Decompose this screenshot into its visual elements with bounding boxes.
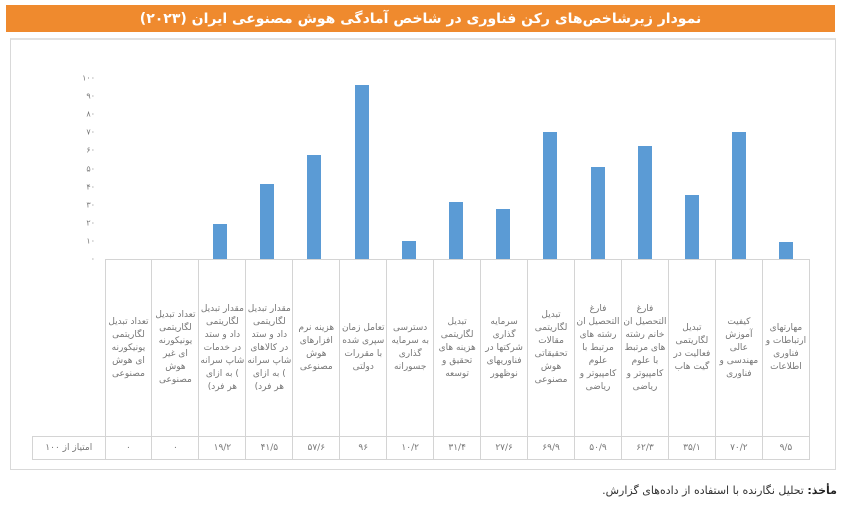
source-text: تحلیل نگارنده با استفاده از داده‌های گزا…	[602, 484, 808, 497]
value-cell: ۳۵/۱	[667, 436, 716, 460]
y-tick-label: ۸۰	[86, 109, 95, 119]
category-label: سرمایه گذاری شرکتها در فناوریهای نوظهور	[480, 259, 529, 437]
empty-corner	[33, 260, 106, 437]
bar	[590, 166, 605, 259]
y-tick-label: ۳۰	[86, 200, 95, 210]
value-cell: ۰	[104, 436, 153, 460]
data-table: تعداد تبدیل لگاریتمی یونیکورنه ای هوش مص…	[32, 259, 811, 460]
value-cell: ۴۱/۵	[245, 436, 294, 460]
value-cell: ۱۰/۲	[386, 436, 435, 460]
category-label: مهارتهای ارتباطات و فناوری اطلاعات	[761, 259, 811, 437]
category-label: مقدار تبدیل لگاریتمی داد و ستد در خدمات …	[198, 259, 247, 437]
category-label: تبدیل لگاریتمی مقالات تحقیقاتی هوش مصنوع…	[527, 259, 576, 437]
chart-frame	[10, 38, 836, 470]
bar	[732, 131, 747, 259]
y-tick-label: ۴۰	[86, 182, 95, 192]
bar	[449, 202, 463, 259]
value-cell: ۵۷/۶	[292, 436, 341, 460]
bar	[354, 85, 369, 259]
value-row: امتیاز از ۱۰۰ ۰ ۰ ۱۹/۲ ۴۱/۵ ۵۷/۶ ۹۶ ۱۰/۲ ۳۱/۴ ۲۷…	[32, 436, 811, 460]
category-row: تعداد تبدیل لگاریتمی یونیکورنه ای هوش مص…	[33, 259, 811, 437]
value-cell: ۶۲/۳	[620, 436, 669, 460]
category-label: تعداد تبدیل لگاریتمی یونیکورنه ای هوش مص…	[104, 259, 153, 437]
y-tick-label: ۶۰	[86, 145, 95, 155]
bar	[779, 241, 794, 259]
y-tick-label: ۲۰	[86, 218, 95, 228]
category-label: مقدار تبدیل لگاریتمی داد و ستد در کالاها…	[245, 259, 294, 437]
source-note: مأخذ: تحلیل نگارنده با استفاده از داده‌ه…	[602, 484, 837, 497]
category-label: تعامل زمان سپری شده با مقررات دولتی	[339, 259, 388, 437]
value-cell: ۹/۵	[761, 436, 811, 460]
y-tick-label: ۹۰	[86, 91, 95, 101]
y-tick-label: ۷۰	[86, 127, 95, 137]
chart-title-bar: نمودار زیرشاخص‌های رکن فناوری در شاخص آم…	[6, 5, 835, 32]
bar	[543, 132, 558, 259]
bar	[637, 146, 652, 259]
y-tick-label: ۰	[90, 254, 95, 264]
y-tick-label: ۱۰	[86, 236, 95, 246]
y-axis: ۱۰۰ ۹۰ ۸۰ ۷۰ ۶۰ ۵۰ ۴۰ ۳۰ ۲۰ ۱۰ ۰	[55, 72, 95, 267]
bar	[260, 183, 275, 259]
value-cell: ۰	[151, 436, 200, 460]
category-label: تعداد تبدیل لگاریتمی یونیکورنه ای غیر هو…	[151, 259, 200, 437]
category-label: دسترسی به سرمایه گذاری جسورانه	[386, 259, 435, 437]
category-label: فارغ التحصیل ان خانم رشته های مرتبط با ع…	[620, 259, 669, 437]
value-cell: ۷۰/۲	[714, 436, 763, 460]
bar	[213, 224, 227, 259]
value-cell: ۱۹/۲	[198, 436, 247, 460]
category-label: تبدیل لگاریتمی فعالیت در گیت هاب	[667, 259, 716, 437]
chart-title: نمودار زیرشاخص‌های رکن فناوری در شاخص آم…	[139, 10, 702, 27]
y-tick-label: ۵۰	[86, 164, 95, 173]
y-tick-label: ۱۰۰	[82, 73, 95, 83]
value-cell: ۳۱/۴	[433, 436, 482, 460]
category-label: تبدیل لگاریتمی هزینه های تحقیق و توسعه	[433, 259, 482, 437]
value-cell: ۹۶	[339, 436, 388, 460]
value-cell: ۶۹/۹	[527, 436, 576, 460]
value-cell: ۲۷/۶	[480, 436, 529, 460]
plot-area	[102, 78, 810, 259]
source-label: مأخذ:	[807, 484, 837, 497]
row-label: امتیاز از ۱۰۰	[32, 436, 106, 460]
category-label: هزینه نرم افزارهای هوش مصنوعی	[292, 259, 341, 437]
category-label: کیفیت آموزش عالی مهندسی و فناوری	[714, 259, 763, 437]
bar	[401, 240, 416, 259]
category-label: فارغ التحصیل ان رشته های مرتبط با علوم ک…	[574, 259, 622, 437]
bar	[685, 195, 699, 259]
bar	[496, 209, 511, 259]
bar	[307, 154, 322, 259]
value-cell: ۵۰/۹	[574, 436, 622, 460]
